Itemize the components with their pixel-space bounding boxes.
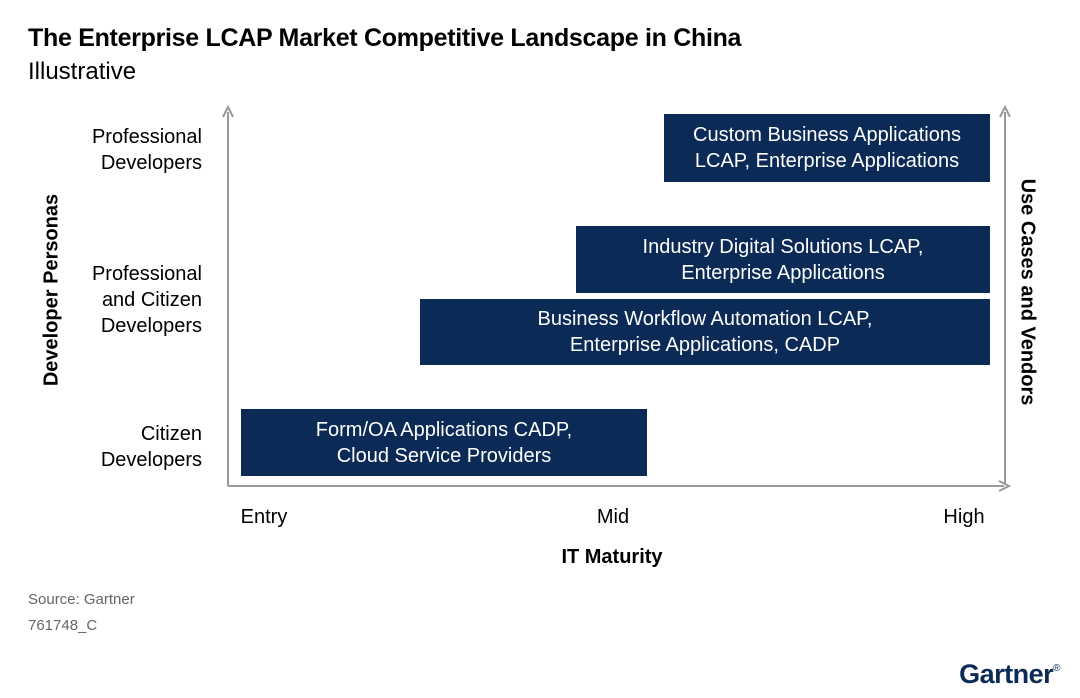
x-level-entry: Entry xyxy=(240,506,288,528)
right-axis-title: Use Cases and Vendors xyxy=(1016,178,1039,406)
box-business-workflow-automation: Business Workflow Automation LCAP, Enter… xyxy=(420,299,990,365)
x-level-high: High xyxy=(943,506,985,528)
y-axis-arrowhead xyxy=(222,104,234,118)
box-line: Custom Business Applications xyxy=(693,124,961,146)
x-level-mid: Mid xyxy=(596,506,630,528)
y-axis-title: Developer Personas xyxy=(40,193,63,387)
box-line: Business Workflow Automation LCAP, xyxy=(537,308,873,330)
y-level-line: Professional xyxy=(91,126,202,148)
logo-text: Gartner xyxy=(959,659,1054,689)
box-industry-digital-solutions: Industry Digital Solutions LCAP, Enterpr… xyxy=(576,226,990,293)
y-level-line: Professional xyxy=(91,263,202,285)
box-form-oa-applications: Form/OA Applications CADP, Cloud Service… xyxy=(241,409,647,476)
y-level-professional-and-citizen: Professional and Citizen Developers xyxy=(92,261,202,339)
box-line: Cloud Service Providers xyxy=(336,444,552,467)
y-level-citizen: Citizen Developers xyxy=(101,421,202,473)
y-level-professional: Professional Developers xyxy=(92,124,202,176)
figure-code: 761748_C xyxy=(28,617,98,634)
gartner-logo: Gartner® xyxy=(959,659,1060,690)
x-axis-title: IT Maturity xyxy=(561,546,663,568)
box-line: Industry Digital Solutions LCAP, xyxy=(642,235,924,258)
page-subtitle: Illustrative xyxy=(28,58,137,85)
y-level-line: and Citizen xyxy=(101,289,202,311)
right-axis-arrowhead xyxy=(999,104,1011,118)
box-custom-business-applications: Custom Business Applications LCAP, Enter… xyxy=(664,114,990,182)
page-title: The Enterprise LCAP Market Competitive L… xyxy=(28,24,742,52)
y-level-line: Developers xyxy=(100,152,202,174)
box-line: LCAP, Enterprise Applications xyxy=(694,150,960,172)
registered-mark: ® xyxy=(1053,663,1060,674)
box-line: Form/OA Applications CADP, xyxy=(315,418,573,441)
box-line: Enterprise Applications, CADP xyxy=(569,334,841,356)
y-level-line: Developers xyxy=(100,315,202,337)
source-note: Source: Gartner xyxy=(28,591,135,608)
box-line: Enterprise Applications xyxy=(681,261,885,284)
y-level-line: Developers xyxy=(100,449,202,471)
y-level-line: Citizen xyxy=(140,423,202,445)
x-axis-arrowhead xyxy=(998,480,1012,492)
